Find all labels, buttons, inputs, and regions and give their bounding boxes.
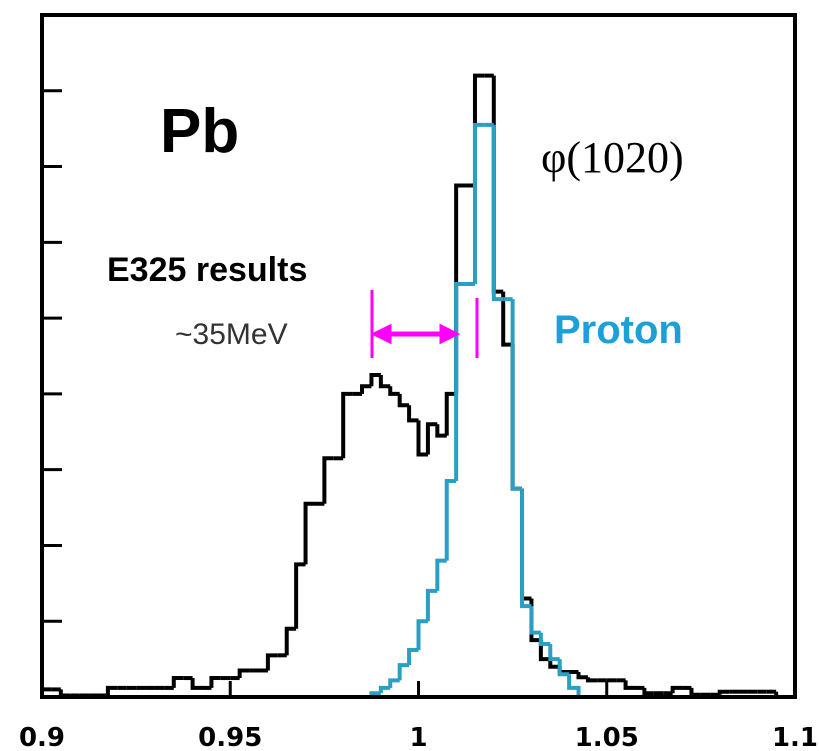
histogram-bin (388, 678, 400, 688)
histogram-bin (435, 558, 447, 591)
x-tick-label: 1 (409, 723, 427, 751)
histogram-bin (491, 124, 504, 302)
histogram-bin (435, 424, 447, 438)
histogram-bin (407, 648, 419, 666)
marks (40, 73, 795, 699)
histogram-bin (538, 632, 551, 646)
histogram-bin (237, 668, 250, 679)
histogram-bin (538, 640, 551, 662)
histogram-bin (501, 291, 513, 347)
histogram-bin (209, 676, 221, 688)
histogram-bin (557, 659, 570, 677)
histogram-bin (529, 606, 541, 635)
histogram-bin (303, 501, 315, 565)
histogram-bin (548, 659, 560, 669)
histogram-bin (360, 384, 372, 394)
arrow-head (370, 323, 392, 345)
histogram-bin (369, 372, 381, 387)
histogram-bin (416, 619, 428, 651)
series-label: Pb (160, 97, 239, 166)
histogram-bin (454, 282, 466, 482)
histogram-bin (341, 391, 353, 459)
histogram-bin (623, 680, 635, 690)
x-tick-label: 1.1 (772, 723, 818, 751)
histogram-bin (585, 677, 598, 683)
histogram-bin (520, 488, 532, 609)
histogram-bin (717, 689, 730, 695)
histogram-bin (397, 663, 410, 681)
histogram-bin (190, 678, 203, 690)
histogram-bin (510, 299, 523, 491)
histogram-bin (378, 374, 391, 389)
histogram-bin (444, 391, 457, 436)
histogram-bin (388, 386, 400, 396)
histogram-bin (322, 456, 334, 504)
histogram-bin (689, 687, 701, 697)
histogram-bin (378, 685, 391, 694)
width-arrow (370, 290, 479, 358)
x-tick-label: 1.05 (575, 723, 639, 751)
annotation: φ(1020) (541, 133, 684, 182)
histogram-bin (472, 122, 485, 285)
histogram-bin (444, 479, 457, 561)
histogram-bin (416, 420, 428, 457)
histogram-bin (642, 687, 654, 696)
series-label: Proton (554, 308, 683, 352)
histogram-bin (397, 393, 410, 408)
arrow-head (439, 323, 461, 345)
annotation: ~35MeV (175, 318, 288, 351)
plot-area (42, 15, 795, 697)
histogram-bin (567, 674, 581, 697)
x-tick-label: 0.95 (198, 723, 262, 751)
histogram-bin (284, 626, 297, 656)
x-tick-label: 0.9 (19, 723, 65, 751)
histogram-bin (407, 405, 419, 423)
histogram-bin (548, 643, 560, 662)
histogram-bin (171, 676, 184, 688)
histogram-bin (425, 422, 438, 455)
histogram-bin (425, 588, 438, 622)
annotation: E325 results (107, 251, 307, 289)
histogram-bin (105, 685, 118, 696)
histogram-bin (265, 653, 278, 671)
histogram-bin (670, 685, 683, 694)
histogram-bin (294, 562, 306, 629)
histogram-bin (576, 671, 588, 680)
